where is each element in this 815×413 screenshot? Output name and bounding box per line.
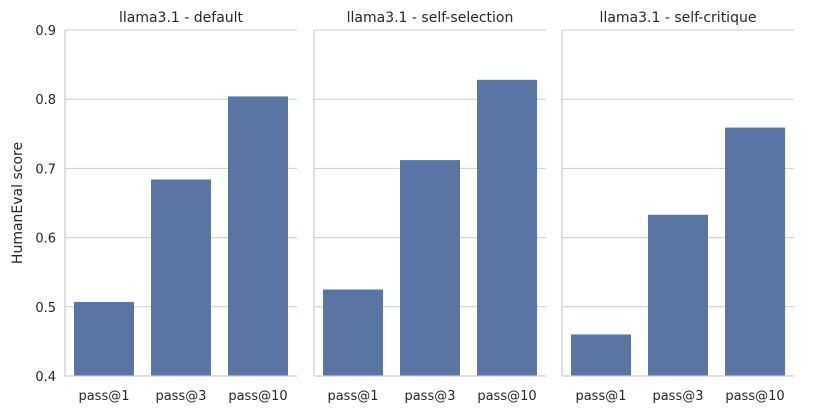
panel-title: llama3.1 - default <box>119 10 244 26</box>
bar-pass@1 <box>323 289 383 376</box>
y-tick-label: 0.8 <box>35 93 56 108</box>
y-tick-label: 0.9 <box>35 24 56 39</box>
panel-title: llama3.1 - self-critique <box>600 10 757 26</box>
y-tick-label: 0.4 <box>35 370 56 385</box>
bar-pass@3 <box>151 179 211 376</box>
x-tick-label: pass@1 <box>78 389 129 404</box>
x-tick-label: pass@10 <box>477 389 536 404</box>
bar-pass@1 <box>571 334 631 376</box>
x-tick-label: pass@10 <box>725 389 784 404</box>
y-tick-label: 0.5 <box>35 301 56 316</box>
y-tick-label: 0.7 <box>35 162 56 177</box>
bar-pass@10 <box>725 127 785 377</box>
bar-pass@3 <box>400 160 460 376</box>
bar-pass@10 <box>477 79 537 376</box>
x-tick-label: pass@3 <box>404 389 455 404</box>
panel-2: pass@1 pass@3 pass@10 llama3.1 - self-selec… <box>313 10 546 404</box>
panel-title: llama3.1 - self-selection <box>347 10 514 26</box>
panel-1: pass@1 pass@3 pass@10 llama3.1 - default 0.4… <box>35 10 297 404</box>
x-tick-label: pass@1 <box>327 389 378 404</box>
y-axis-title: HumanEval score <box>10 142 26 264</box>
bar-pass@3 <box>648 214 708 376</box>
bar-pass@10 <box>228 96 288 376</box>
x-tick-label: pass@3 <box>652 389 703 404</box>
x-tick-label: pass@10 <box>228 389 287 404</box>
bar-pass@1 <box>74 301 134 376</box>
panel-3: pass@1 pass@3 pass@10 llama3.1 - self-criti… <box>561 10 794 404</box>
x-tick-label: pass@1 <box>575 389 626 404</box>
y-tick-label: 0.6 <box>35 232 56 247</box>
x-tick-label: pass@3 <box>155 389 206 404</box>
chart-panels: pass@1 pass@3 pass@10 llama3.1 - default 0.4… <box>35 10 794 404</box>
